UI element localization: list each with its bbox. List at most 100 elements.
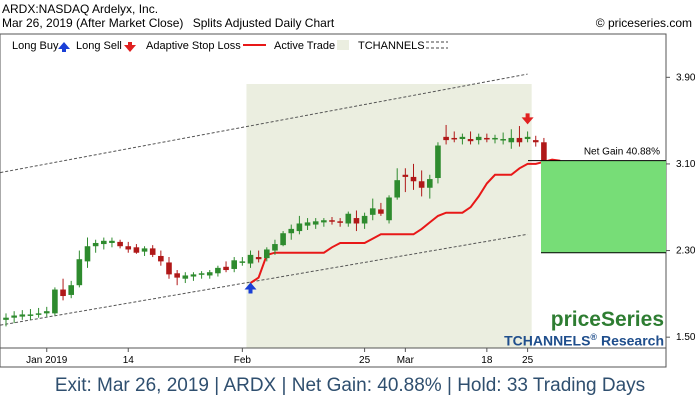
candle-body xyxy=(149,248,156,255)
x-tick-label: Feb xyxy=(234,355,252,366)
candle xyxy=(247,250,254,268)
candle-body xyxy=(84,246,91,262)
candle-body xyxy=(288,228,295,234)
legend-active-trade-swatch xyxy=(337,40,349,50)
candle-body xyxy=(239,261,246,263)
candle xyxy=(60,278,66,301)
candle xyxy=(345,211,352,227)
candle xyxy=(516,126,523,147)
candle xyxy=(443,124,449,145)
candle-body xyxy=(133,247,140,253)
candle xyxy=(337,218,343,227)
candle xyxy=(84,237,91,268)
candle xyxy=(231,257,237,273)
x-tick-label: 25 xyxy=(359,355,371,366)
candle-body xyxy=(11,315,17,318)
candle-body xyxy=(451,137,458,140)
copyright: © priceseries.com xyxy=(595,16,692,30)
net-gain-label: Net Gain 40.88% xyxy=(584,147,660,158)
candle xyxy=(239,257,246,266)
trade-summary-footer: Exit: Mar 26, 2019 | ARDX | Net Gain: 40… xyxy=(54,375,646,396)
candle xyxy=(272,239,278,255)
candle-body xyxy=(117,241,123,247)
candle xyxy=(27,309,34,320)
long-buy-arrow-icon xyxy=(244,282,257,294)
candle-body xyxy=(386,197,392,221)
legend-long-buy-label: Long Buy xyxy=(12,40,59,52)
legend-active-trade-label: Active Trade xyxy=(274,40,335,52)
candle-body xyxy=(215,267,221,274)
y-tick-label: 1.50 xyxy=(676,332,696,343)
candle xyxy=(402,168,409,193)
candle-body xyxy=(435,145,441,179)
candle-body xyxy=(516,137,523,143)
legend-adaptive-stop-label: Adaptive Stop Loss xyxy=(146,40,241,52)
legend-long-sell-icon xyxy=(124,42,136,52)
candle xyxy=(459,133,466,145)
candle-body xyxy=(52,289,58,314)
candle-body xyxy=(304,222,311,226)
candle-body xyxy=(125,246,132,250)
candle xyxy=(492,134,498,144)
brand-logo: priceSeries xyxy=(550,308,664,331)
candle xyxy=(280,231,286,247)
candle xyxy=(524,131,531,143)
candle-body xyxy=(353,218,360,224)
y-tick-label: 3.10 xyxy=(676,159,696,170)
candle xyxy=(92,239,99,253)
candle-body xyxy=(35,313,42,315)
candle-body xyxy=(60,289,66,297)
legend-long-sell-label: Long Sell xyxy=(76,40,122,52)
candle-body xyxy=(280,233,286,246)
candle-body xyxy=(3,317,9,320)
candle-body xyxy=(43,311,50,314)
candle-body xyxy=(190,274,197,277)
candle xyxy=(484,133,490,143)
brand-sub-name: TCHANNELS xyxy=(504,332,591,349)
candle-body xyxy=(500,139,506,141)
candle-body xyxy=(532,140,539,143)
legend: Long Buy Long Sell Adaptive Stop Loss Ac… xyxy=(12,40,448,52)
candle-body xyxy=(109,240,115,243)
candle xyxy=(288,224,295,240)
brand-sub-research: Research xyxy=(600,332,664,349)
candle-body xyxy=(182,275,189,279)
candle xyxy=(125,241,132,253)
candle-body xyxy=(158,255,164,262)
symbol-title: ARDX:NASDAQ Ardelyx, Inc. xyxy=(2,2,159,16)
candle xyxy=(11,311,17,324)
candle xyxy=(296,215,303,235)
tchannel-upper-line xyxy=(0,73,528,174)
candle-body xyxy=(378,209,384,214)
candle-body xyxy=(68,285,74,295)
x-tick-label: 18 xyxy=(481,355,493,366)
candle xyxy=(206,270,213,279)
candle-body xyxy=(166,262,172,275)
candle xyxy=(500,132,506,145)
candle-body xyxy=(475,136,482,141)
candle-body xyxy=(418,181,425,188)
candle xyxy=(166,257,172,279)
candle xyxy=(223,261,229,273)
candle-body xyxy=(255,257,262,260)
candle-body xyxy=(27,314,34,316)
candle xyxy=(182,272,189,284)
candle-body xyxy=(312,221,319,225)
candle xyxy=(35,307,42,318)
candle xyxy=(43,306,50,317)
candle xyxy=(198,271,205,279)
candle-body xyxy=(206,272,213,276)
candle-body xyxy=(484,137,490,140)
candle xyxy=(304,218,311,230)
candle xyxy=(174,270,180,286)
candle-body xyxy=(141,248,148,252)
x-tick-label: Mar xyxy=(397,355,415,366)
y-tick-label: 2.30 xyxy=(676,246,696,257)
candle-body xyxy=(459,136,466,140)
candle xyxy=(117,239,123,249)
date-line: Mar 26, 2019 (After Market Close) xyxy=(2,16,184,30)
candle xyxy=(190,272,197,281)
tchannel-lower-line xyxy=(0,233,528,326)
candle xyxy=(369,198,376,221)
candle xyxy=(149,245,156,258)
